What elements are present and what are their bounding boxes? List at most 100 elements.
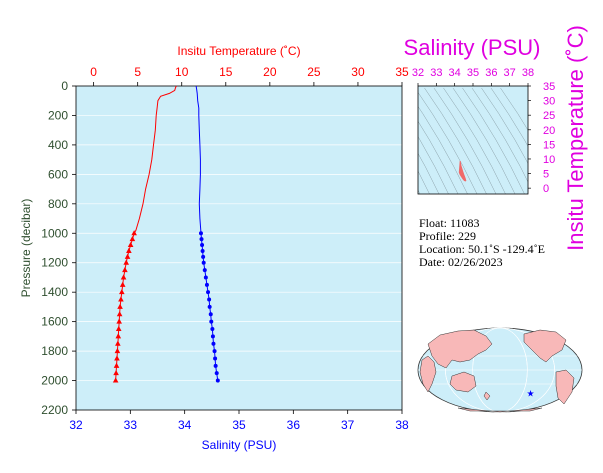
salinity-point (215, 378, 220, 383)
salinity-point (200, 248, 205, 253)
temperature-point (115, 333, 122, 339)
temperature-point (114, 355, 120, 361)
temperature-tick-label: 5 (134, 65, 141, 79)
ts-profile-shape (458, 160, 467, 182)
ts-temperature-tick-label: 10 (543, 154, 555, 166)
ts-density-contour (418, 152, 440, 194)
temperature-point (131, 230, 137, 236)
temperature-point (115, 340, 121, 346)
ts-salinity-tick-label: 38 (522, 67, 534, 79)
temperature-point (117, 303, 123, 309)
land-asia (427, 329, 493, 369)
salinity-point (198, 231, 203, 236)
salinity-tick-label: 33 (124, 418, 138, 432)
ts-density-contour (500, 87, 528, 131)
temperature-point (114, 347, 121, 354)
salinity-point (214, 371, 219, 376)
ts-density-contour (433, 87, 497, 194)
profile-date: Date: 02/26/2023 (419, 255, 503, 269)
salinity-tick-label: 38 (395, 418, 409, 432)
ts-temperature-tick-label: 0 (543, 183, 549, 195)
temperature-tick-label: 0 (90, 65, 97, 79)
profile-series (112, 85, 220, 383)
ts-temperature-tick-label: 15 (543, 139, 555, 151)
salinity-tick-label: 35 (232, 418, 246, 432)
temperature-point (126, 247, 132, 253)
float-id: Float: 11083 (419, 216, 480, 230)
ts-inset-chart: Salinity (PSU) 32 33 34 35 36 37 38 0 5 10 15 20 25… (404, 25, 588, 251)
salinity-tick-label: 36 (287, 418, 301, 432)
pressure-tick-label: 200 (48, 108, 68, 122)
temperature-tick-label: 10 (175, 65, 189, 79)
ts-temperature-tick-label: 35 (543, 81, 555, 93)
ts-temperature-tick-label: 30 (543, 96, 555, 108)
salinity-point (200, 243, 205, 248)
land-australia (449, 371, 477, 393)
salinity-tick-label: 32 (69, 418, 83, 432)
salinity-point (211, 341, 216, 346)
land-antarctica (457, 407, 543, 413)
temperature-point (123, 259, 130, 265)
ts-temperature-axis: 0 5 10 15 20 25 30 35 (528, 81, 555, 195)
ts-density-contour (418, 170, 430, 194)
salinity-point (203, 275, 208, 280)
salinity-point (199, 237, 204, 242)
temperature-point (116, 311, 123, 317)
ts-salinity-axis: 32 33 34 35 36 37 38 (412, 67, 534, 86)
profile-number: Profile: 229 (419, 229, 476, 243)
profile-chart: 0200400600800100012001400160018002000220… (19, 44, 409, 452)
salinity-tick-label: 37 (341, 418, 355, 432)
salinity-point (206, 290, 211, 295)
salinity-axis: 32 33 34 35 36 37 38 (69, 410, 409, 432)
temperature-point (119, 281, 126, 287)
temperature-point (112, 377, 119, 383)
ts-density-contour (424, 87, 487, 194)
temperature-point (120, 274, 127, 280)
ts-salinity-tick-label: 32 (412, 67, 424, 79)
salinity-point (204, 282, 209, 287)
land-south-america (555, 369, 575, 405)
pressure-tick-label: 2200 (41, 403, 68, 417)
temperature-point (113, 362, 120, 368)
pressure-tick-label: 1600 (41, 315, 68, 329)
ts-density-contour (481, 87, 528, 164)
salinity-point (212, 349, 217, 354)
pressure-tick-label: 400 (48, 138, 68, 152)
float-location-marker: ★ (526, 388, 534, 398)
pressure-axis-label: Pressure (decibar) (19, 199, 33, 298)
pressure-tick-label: 600 (48, 167, 68, 181)
ts-density-contour (418, 120, 459, 194)
salinity-point (207, 304, 212, 309)
ts-density-contour (418, 91, 478, 194)
profile-plot-area (76, 86, 402, 410)
temperature-tick-label: 25 (307, 65, 321, 79)
salinity-point (207, 297, 212, 302)
ts-density-contour (443, 87, 506, 194)
salinity-point (201, 254, 206, 259)
temperature-axis: 0 5 10 15 20 25 30 35 (90, 65, 409, 86)
temperature-point (124, 253, 131, 259)
ts-density-contour (462, 87, 525, 194)
temperature-point (119, 288, 125, 295)
ts-salinity-tick-label: 34 (449, 67, 461, 79)
pressure-tick-label: 1800 (41, 344, 68, 358)
pressure-tick-label: 2000 (41, 374, 68, 388)
salinity-point (208, 312, 213, 317)
temperature-point (122, 266, 128, 273)
land-new-zealand (483, 391, 491, 401)
salinity-point (210, 334, 215, 339)
ts-salinity-tick-label: 35 (467, 67, 479, 79)
float-location: Location: 50.1˚S -129.4˚E (419, 242, 545, 256)
salinity-tick-label: 34 (178, 418, 192, 432)
temperature-tick-label: 20 (263, 65, 277, 79)
salinity-point (209, 319, 214, 324)
ts-density-contours (418, 87, 528, 194)
profile-grid (76, 115, 402, 381)
ts-salinity-tick-label: 36 (485, 67, 497, 79)
salinity-axis-label: Salinity (PSU) (202, 438, 277, 452)
pressure-tick-label: 1000 (41, 226, 68, 240)
ts-density-contour (418, 136, 449, 194)
salinity-point (202, 268, 207, 273)
temperature-tick-label: 35 (395, 65, 409, 79)
pressure-tick-label: 800 (48, 197, 68, 211)
